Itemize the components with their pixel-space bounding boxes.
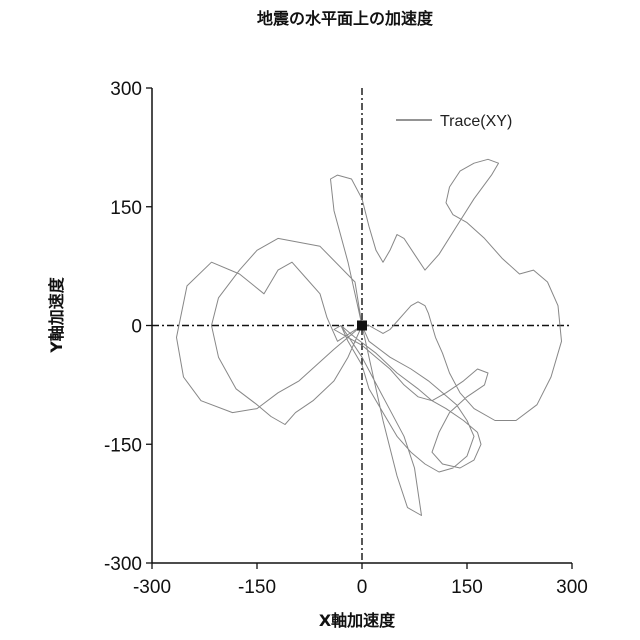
x-tick-label: 150 (451, 577, 483, 598)
legend: Trace(XY) (396, 113, 512, 130)
y-tick-label: -300 (104, 554, 142, 575)
x-axis-label: X軸加速度 (319, 611, 396, 630)
x-tick-label: -300 (133, 577, 171, 598)
series-line-0 (176, 158, 562, 516)
ticks-layer: -300 -150 0 150 300 300 150 0 -150 -300 (104, 79, 588, 598)
y-tick-label: -150 (104, 435, 142, 456)
origin-marker (357, 320, 367, 331)
y-tick-label: 150 (110, 198, 142, 219)
chart-title: 地震の水平面上の加速度 (257, 9, 434, 28)
y-axis-label: Y軸加速度 (47, 276, 66, 354)
x-tick-label: -150 (238, 577, 276, 598)
x-tick-label: 0 (357, 577, 368, 598)
legend-entry-label: Trace(XY) (440, 113, 512, 130)
y-tick-label: 0 (131, 317, 142, 338)
trace-layer (176, 158, 562, 516)
y-tick-label: 300 (110, 79, 142, 100)
x-tick-label: 300 (556, 577, 588, 598)
